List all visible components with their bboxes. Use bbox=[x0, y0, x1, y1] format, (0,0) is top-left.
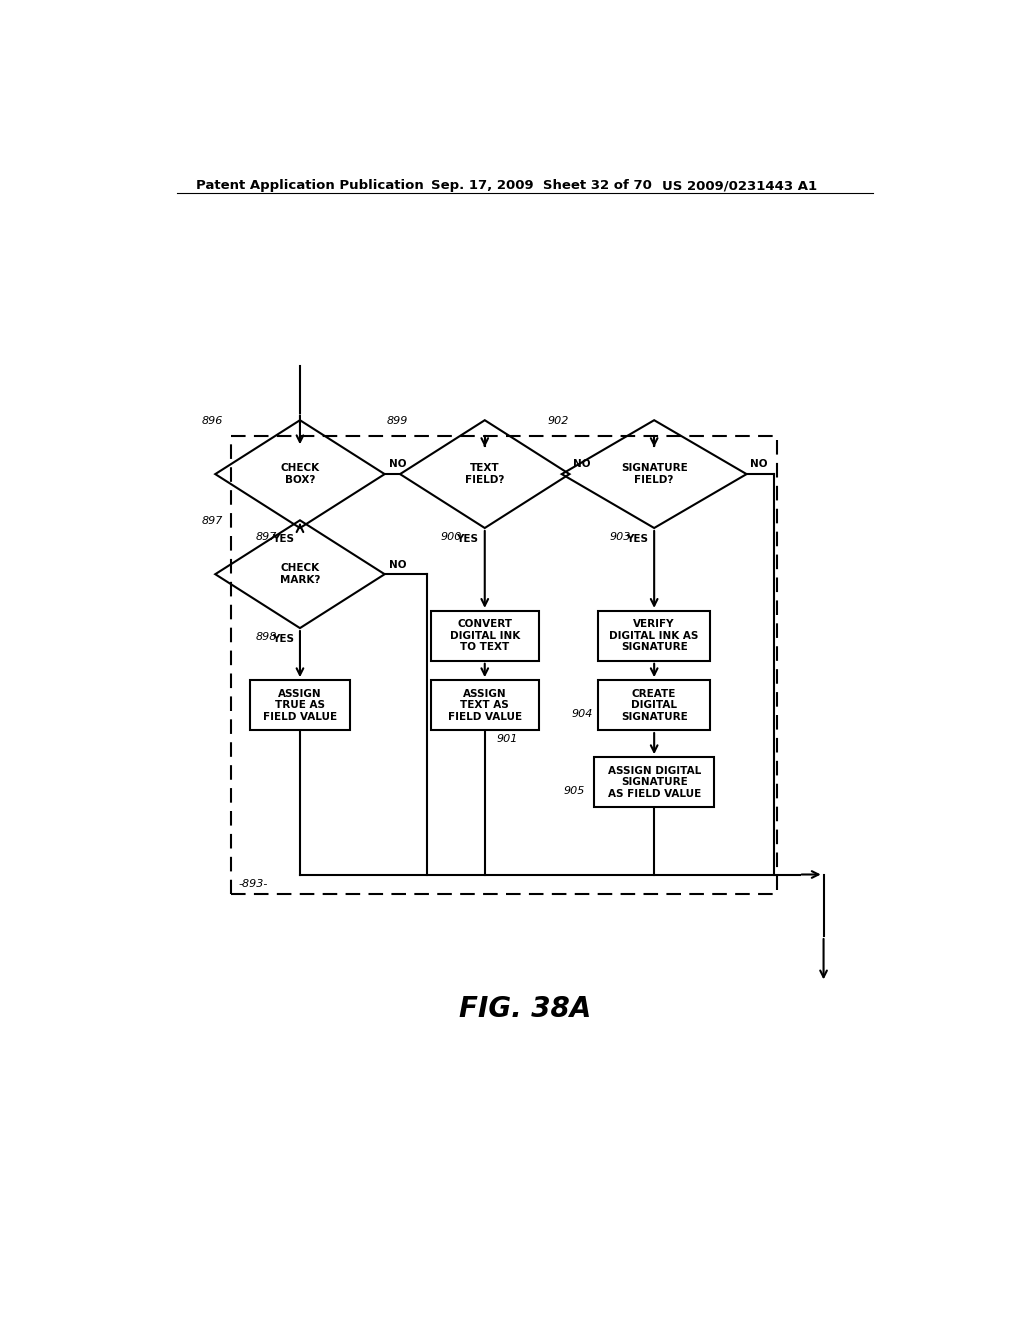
Text: CHECK
MARK?: CHECK MARK? bbox=[280, 564, 321, 585]
Text: 902: 902 bbox=[548, 416, 569, 426]
Text: NO: NO bbox=[388, 459, 406, 470]
Text: Patent Application Publication: Patent Application Publication bbox=[196, 180, 424, 193]
Text: ASSIGN
TEXT AS
FIELD VALUE: ASSIGN TEXT AS FIELD VALUE bbox=[447, 689, 522, 722]
Text: YES: YES bbox=[626, 535, 648, 544]
Bar bbox=[431, 680, 539, 730]
Text: 901: 901 bbox=[497, 734, 518, 744]
Text: 905: 905 bbox=[563, 785, 585, 796]
Text: ASSIGN DIGITAL
SIGNATURE
AS FIELD VALUE: ASSIGN DIGITAL SIGNATURE AS FIELD VALUE bbox=[607, 766, 700, 799]
Bar bbox=[595, 758, 714, 807]
Text: ASSIGN
TRUE AS
FIELD VALUE: ASSIGN TRUE AS FIELD VALUE bbox=[263, 689, 337, 722]
Text: CONVERT
DIGITAL INK
TO TEXT: CONVERT DIGITAL INK TO TEXT bbox=[450, 619, 520, 652]
Text: 897: 897 bbox=[202, 516, 223, 527]
Text: YES: YES bbox=[457, 535, 478, 544]
Text: NO: NO bbox=[573, 459, 591, 470]
Text: 903: 903 bbox=[609, 532, 631, 541]
Text: 898: 898 bbox=[255, 632, 276, 642]
Bar bbox=[431, 611, 539, 661]
Text: TEXT
FIELD?: TEXT FIELD? bbox=[465, 463, 505, 484]
Text: SIGNATURE
FIELD?: SIGNATURE FIELD? bbox=[621, 463, 687, 484]
Text: VERIFY
DIGITAL INK AS
SIGNATURE: VERIFY DIGITAL INK AS SIGNATURE bbox=[609, 619, 698, 652]
Text: FIG. 38A: FIG. 38A bbox=[459, 995, 591, 1023]
Text: YES: YES bbox=[271, 635, 294, 644]
Text: Sep. 17, 2009  Sheet 32 of 70: Sep. 17, 2009 Sheet 32 of 70 bbox=[431, 180, 651, 193]
Bar bbox=[230, 436, 777, 894]
Text: CHECK
BOX?: CHECK BOX? bbox=[281, 463, 319, 484]
Text: 897: 897 bbox=[255, 532, 276, 541]
Text: CREATE
DIGITAL
SIGNATURE: CREATE DIGITAL SIGNATURE bbox=[621, 689, 687, 722]
Bar bbox=[250, 680, 350, 730]
Text: 896: 896 bbox=[202, 416, 223, 426]
Text: -893-: -893- bbox=[239, 879, 267, 890]
Text: 899: 899 bbox=[386, 416, 408, 426]
Text: NO: NO bbox=[388, 560, 406, 570]
Text: 904: 904 bbox=[571, 709, 593, 719]
Text: NO: NO bbox=[751, 459, 768, 470]
Bar bbox=[598, 680, 710, 730]
Text: YES: YES bbox=[271, 535, 294, 544]
Text: US 2009/0231443 A1: US 2009/0231443 A1 bbox=[662, 180, 817, 193]
Bar bbox=[598, 611, 710, 661]
Text: 900: 900 bbox=[440, 532, 462, 541]
